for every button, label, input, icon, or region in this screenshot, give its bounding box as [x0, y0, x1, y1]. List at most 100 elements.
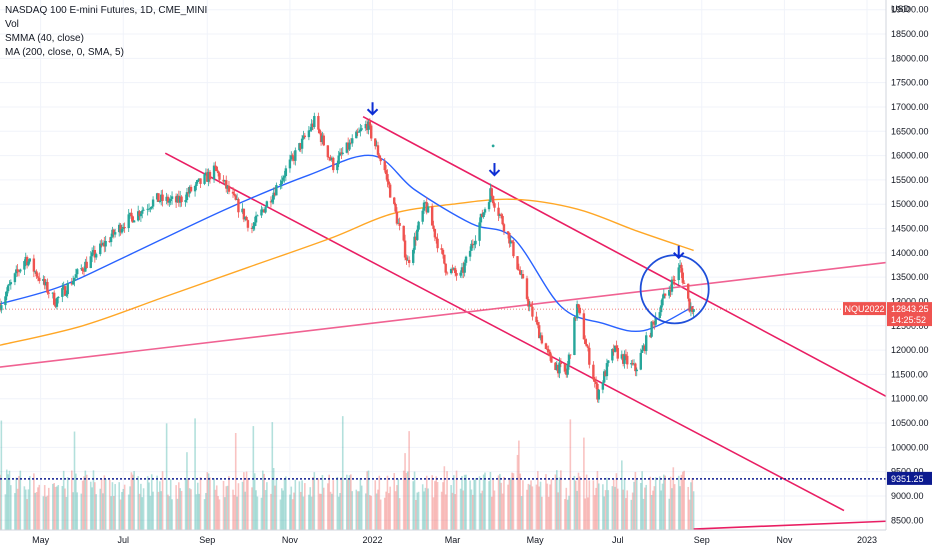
candle-body — [254, 215, 258, 223]
volume-bar — [302, 496, 305, 530]
volume-bar — [596, 471, 599, 530]
volume-bar — [455, 470, 458, 530]
time-tick-label: Sep — [694, 535, 710, 545]
volume-bar — [332, 480, 335, 530]
candle-body — [512, 241, 515, 257]
candle-body — [233, 193, 236, 196]
volume-bar — [375, 493, 378, 530]
candle-body — [208, 171, 212, 180]
volume-bar — [34, 492, 37, 530]
volume-bar — [623, 479, 626, 530]
candle-body — [244, 216, 247, 220]
volume-bar — [369, 495, 371, 530]
candle-body — [109, 236, 113, 243]
candle-body — [426, 206, 430, 213]
volume-bar — [232, 489, 234, 530]
candle-body — [452, 268, 456, 270]
candle-body — [127, 214, 130, 229]
candle-body — [594, 381, 598, 384]
candle-body — [93, 250, 97, 258]
volume-bar — [146, 476, 149, 530]
volume-bar — [519, 473, 522, 530]
volume-bar — [103, 475, 106, 530]
volume-bar — [650, 494, 653, 530]
candle-body — [687, 283, 690, 299]
volume-bar — [72, 492, 74, 530]
candle-body — [89, 256, 92, 268]
candle-body — [365, 123, 369, 131]
candle-body — [525, 278, 529, 299]
volume-bar — [195, 494, 198, 530]
candle-body — [369, 125, 373, 139]
candle-body — [196, 180, 199, 182]
candle-body — [349, 142, 353, 144]
candle-body — [661, 298, 664, 306]
volume-bar — [111, 482, 114, 530]
volume-bar — [228, 476, 230, 530]
legend-volume: Vol — [5, 19, 19, 30]
candle-body — [603, 371, 606, 383]
volume-bar — [351, 491, 354, 530]
volume-bar — [547, 496, 550, 530]
price-badge — [887, 302, 932, 327]
volume-bar — [336, 476, 339, 530]
volume-bar — [190, 489, 192, 530]
candle-body — [479, 213, 483, 223]
candle-body — [592, 364, 595, 380]
candle-body — [640, 349, 644, 353]
candle-body — [8, 284, 11, 286]
candle-body — [630, 363, 633, 365]
volume-bar — [108, 479, 111, 530]
volume-bar — [137, 476, 139, 530]
candle-body — [330, 157, 334, 161]
volume-bar — [35, 492, 38, 530]
volume-bar — [23, 486, 26, 530]
candle-body — [577, 304, 580, 308]
volume-bar — [275, 478, 278, 530]
price-badge-countdown: 14:25:52 — [891, 315, 926, 325]
volume-bar — [692, 491, 695, 530]
volume-bar — [649, 476, 652, 530]
volume-bar — [66, 477, 69, 530]
volume-bar — [123, 484, 126, 530]
candle-body — [80, 268, 83, 270]
volume-bar — [112, 495, 115, 530]
candle-body — [502, 224, 506, 232]
volume-bar — [203, 499, 206, 530]
candle-body — [563, 363, 567, 372]
price-scale-bg — [886, 0, 932, 550]
volume-bar — [431, 475, 433, 530]
volume-bar — [635, 479, 638, 530]
volume-bar — [443, 466, 446, 530]
volume-bar — [405, 472, 408, 530]
candle-body — [432, 225, 435, 229]
volume-bar — [19, 470, 22, 530]
volume-bar — [644, 487, 646, 530]
trendline-channel-upper — [362, 115, 887, 397]
candle-body — [624, 354, 628, 356]
volume-bar — [370, 495, 372, 530]
volume-bar — [45, 496, 47, 530]
candle-body — [36, 276, 40, 278]
volume-bar — [520, 496, 523, 530]
volume-bar — [446, 471, 448, 530]
candle-body — [261, 209, 265, 211]
candle-body — [119, 224, 122, 233]
candle-body — [616, 347, 619, 359]
candle-body — [351, 138, 354, 144]
volume-bar — [346, 474, 348, 530]
volume-bar — [43, 485, 46, 530]
candle-body — [384, 170, 388, 175]
volume-bar — [503, 476, 505, 530]
candle-body — [597, 389, 600, 400]
candle-body — [378, 154, 381, 159]
candle-body — [319, 133, 323, 143]
volume-bar — [588, 480, 591, 530]
volume-bar — [57, 485, 60, 530]
volume-bar — [301, 480, 303, 530]
price-tick-label: 16500.00 — [891, 126, 929, 136]
trendlines — [0, 115, 887, 530]
candle-body — [653, 322, 656, 325]
down-arrow-icon — [673, 245, 685, 260]
